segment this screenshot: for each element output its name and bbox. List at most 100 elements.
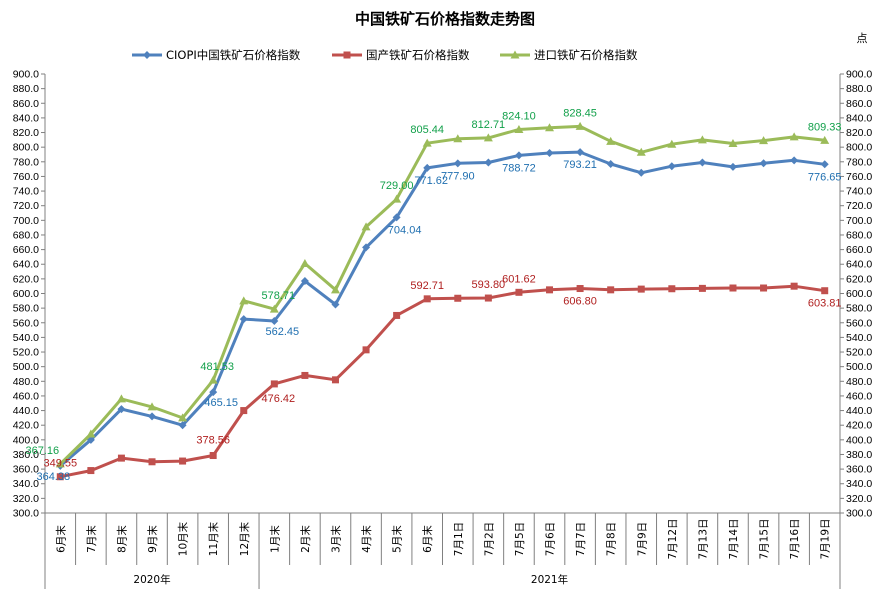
y-tick-label-left: 880.0 [13, 83, 39, 95]
series-layer [55, 121, 830, 481]
y-tick-label-left: 380.0 [13, 449, 39, 461]
data-point [607, 286, 615, 294]
data-point [330, 285, 340, 294]
data-point [117, 405, 126, 414]
data-label: 593.80 [472, 279, 506, 291]
data-point [697, 135, 707, 144]
y-tick-label-left: 560.0 [13, 317, 39, 329]
y-tick-label-right: 600.0 [846, 288, 872, 300]
x-tick-label: 7月2日 [483, 522, 495, 556]
data-point [453, 134, 463, 143]
data-label: 465.15 [204, 397, 238, 409]
axes: 300.0 300.0 320.0 320.0 340.0 340.0 360.0 360.0… [13, 69, 872, 589]
data-label: 367.16 [25, 445, 59, 457]
data-point [483, 133, 493, 142]
series-line [59, 150, 825, 468]
data-label: 349.55 [43, 458, 77, 470]
y-tick-label-left: 720.0 [13, 200, 39, 212]
x-tick-label: 7月13日 [697, 518, 709, 559]
data-point [514, 125, 524, 134]
data-label: 812.71 [472, 119, 506, 131]
data-point [55, 459, 65, 468]
x-tick-label: 6月末 [54, 525, 67, 553]
legend-marker [510, 50, 520, 59]
y-tick-label-right: 440.0 [846, 405, 872, 417]
y-tick-label-left: 680.0 [13, 229, 39, 241]
y-tick-label-right: 640.0 [846, 259, 872, 271]
data-label: 603.81 [808, 298, 842, 310]
data-point [269, 304, 279, 313]
x-tick-label: 7月5日 [514, 522, 526, 556]
y-tick-label-right: 740.0 [846, 186, 872, 198]
x-group-label: 2021年 [531, 573, 568, 586]
data-point [239, 296, 249, 305]
x-tick-label: 7月12日 [667, 518, 679, 559]
y-tick-label-left: 820.0 [13, 127, 39, 139]
x-tick-label: 7月9日 [636, 522, 648, 556]
x-tick-label: 7月19日 [820, 518, 832, 559]
data-point [821, 287, 829, 295]
y-tick-label-left: 320.0 [13, 493, 39, 505]
data-point [87, 467, 95, 475]
data-point [790, 282, 798, 290]
data-label: 793.21 [563, 159, 597, 171]
legend-item: CIOPI中国铁矿石价格指数 [132, 48, 301, 62]
y-tick-label-left: 600.0 [13, 288, 39, 300]
data-label: 378.56 [196, 435, 230, 447]
data-label: 592.71 [410, 280, 444, 292]
data-point [178, 421, 187, 430]
y-tick-label-right: 880.0 [846, 83, 872, 95]
y-tick-label-right: 460.0 [846, 390, 872, 402]
x-tick-label: 7月7日 [575, 522, 587, 556]
y-tick-label-right: 500.0 [846, 361, 872, 373]
y-tick-label-left: 480.0 [13, 376, 39, 388]
x-tick-label: 7月14日 [728, 518, 740, 559]
y-tick-label-left: 580.0 [13, 303, 39, 315]
data-point [300, 277, 309, 286]
data-label: 809.33 [808, 121, 842, 133]
data-point [240, 407, 248, 415]
data-point [392, 194, 402, 203]
chart-title: 中国铁矿石价格指数走势图 [355, 10, 535, 28]
data-point [759, 159, 768, 168]
y-tick-label-right: 860.0 [846, 98, 872, 110]
series-line [60, 284, 825, 479]
y-tick-label-right: 540.0 [846, 332, 872, 344]
x-tick-label: 11月末 [207, 521, 220, 556]
data-label: 481.53 [200, 361, 234, 373]
data-label: 562.45 [265, 326, 299, 338]
y-tick-label-right: 420.0 [846, 420, 872, 432]
data-point [729, 284, 737, 292]
data-point [362, 243, 371, 252]
data-point [514, 151, 523, 160]
y-tick-label-left: 300.0 [13, 508, 39, 520]
data-point [331, 376, 339, 384]
data-point [208, 375, 218, 384]
y-tick-label-right: 760.0 [846, 171, 872, 183]
y-tick-label-left: 640.0 [13, 259, 39, 271]
legend-label: CIOPI中国铁矿石价格指数 [166, 48, 301, 62]
data-point [209, 452, 217, 460]
y-tick-label-right: 840.0 [846, 112, 872, 124]
x-tick-label: 6月末 [421, 525, 434, 553]
data-point [698, 158, 707, 167]
data-point [668, 285, 676, 293]
data-point [760, 284, 768, 292]
x-tick-label: 2月末 [299, 525, 312, 553]
legend-marker [143, 51, 151, 59]
y-tick-label-left: 760.0 [13, 171, 39, 183]
data-label: 776.65 [808, 171, 842, 183]
data-point [300, 259, 310, 268]
data-point [179, 457, 187, 465]
data-point [453, 159, 462, 168]
x-tick-label: 4月末 [360, 525, 373, 553]
data-point [575, 121, 585, 130]
legend-item: 国产铁矿石价格指数 [332, 48, 470, 62]
data-point [484, 294, 492, 302]
x-tick-label: 10月末 [177, 521, 190, 556]
data-label: 606.80 [563, 296, 597, 308]
series-0 [56, 148, 829, 470]
y-tick-label-right: 480.0 [846, 376, 872, 388]
